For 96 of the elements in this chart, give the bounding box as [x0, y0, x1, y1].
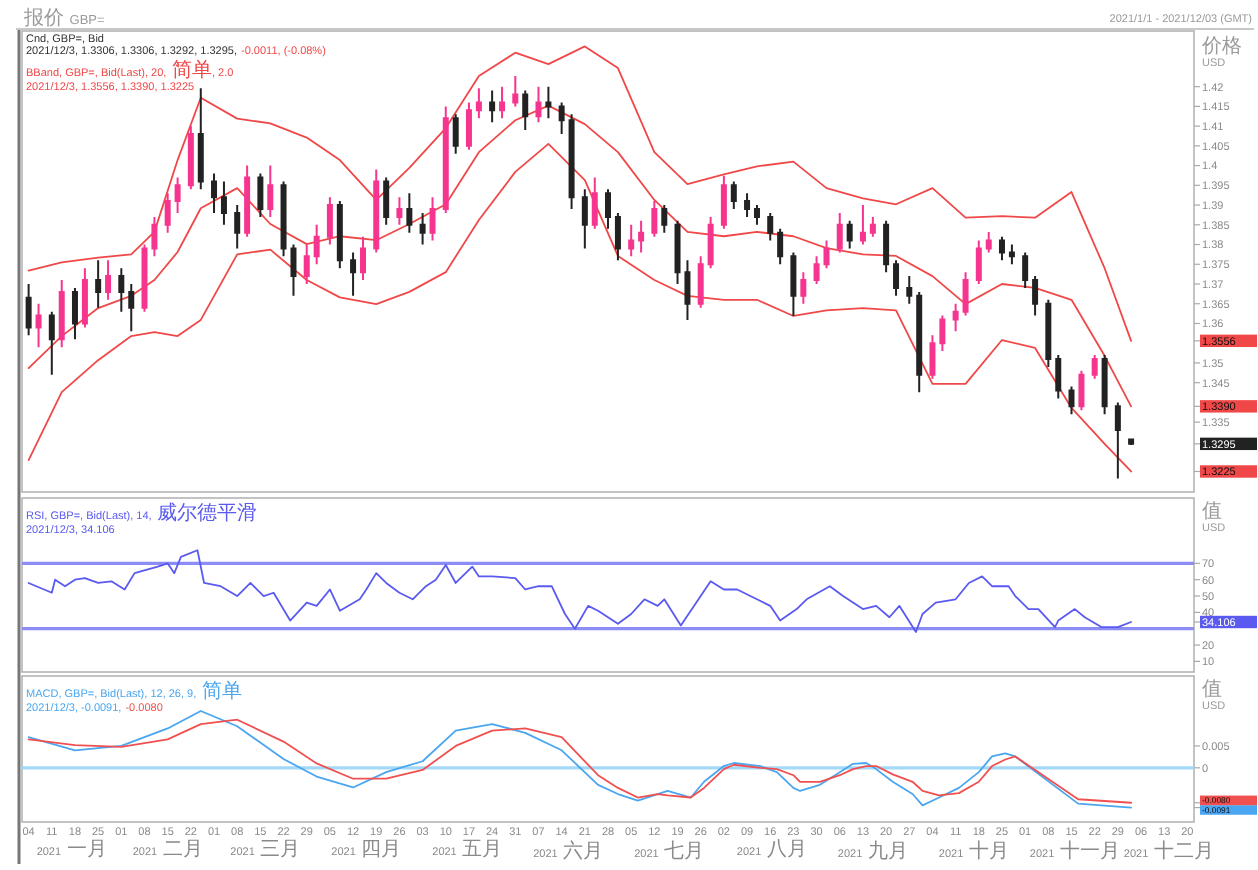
candlestick: [465, 101, 472, 151]
candlestick: [1022, 251, 1029, 289]
candlestick: [707, 215, 714, 270]
candlestick: [71, 286, 78, 341]
candlestick: [869, 215, 876, 238]
candlestick: [1114, 401, 1121, 480]
candlestick: [406, 192, 413, 234]
candlestick: [313, 223, 320, 266]
candlestick: [1128, 438, 1135, 447]
candlestick: [813, 255, 820, 285]
candlestick: [151, 215, 158, 258]
candlestick: [383, 176, 390, 226]
candlestick: [512, 74, 519, 108]
candlestick: [846, 219, 853, 250]
candlestick: [1068, 385, 1075, 416]
candlestick: [628, 223, 635, 258]
candlestick: [800, 271, 807, 305]
candlestick: [906, 275, 913, 305]
candlestick: [164, 192, 171, 234]
candlestick: [336, 200, 343, 270]
candlestick: [605, 188, 611, 230]
candlestick: [568, 113, 575, 211]
candlestick: [220, 180, 227, 226]
candlestick: [303, 243, 310, 285]
candlestick: [396, 196, 403, 226]
candlestick: [985, 230, 992, 254]
candlestick: [1101, 354, 1108, 416]
candlestick: [545, 85, 552, 120]
candlestick: [81, 267, 88, 329]
candlestick: [720, 174, 727, 230]
candlestick: [591, 176, 598, 230]
candlestick: [141, 243, 148, 313]
candlestick: [767, 211, 774, 242]
candlestick: [118, 267, 125, 313]
candlestick: [1091, 354, 1098, 380]
candlestick: [475, 87, 482, 120]
candlestick: [883, 219, 890, 274]
candlestick: [929, 334, 936, 380]
candlestick: [211, 172, 218, 214]
line-series: [27, 549, 1132, 633]
candlestick: [373, 168, 380, 254]
candlestick: [651, 200, 658, 238]
candlestick: [581, 188, 588, 250]
candlestick: [975, 239, 982, 285]
candlestick: [174, 176, 181, 214]
candlestick: [187, 125, 194, 191]
candlestick: [939, 314, 946, 353]
candlestick: [744, 192, 751, 218]
candlestick: [58, 279, 65, 349]
candlestick: [614, 211, 621, 262]
candlestick: [522, 89, 529, 132]
candlestick: [267, 164, 274, 218]
candlestick: [489, 89, 496, 124]
candlestick: [1055, 354, 1062, 400]
candlestick: [128, 283, 135, 333]
candlestick: [95, 259, 102, 309]
candlestick: [197, 87, 204, 191]
candlestick: [859, 204, 866, 246]
candlestick: [257, 172, 264, 218]
candlestick: [48, 310, 55, 376]
candlestick: [350, 251, 357, 297]
candlestick: [836, 211, 843, 254]
candlestick: [790, 251, 797, 317]
candlestick: [916, 290, 923, 394]
candlestick: [753, 204, 760, 226]
candlestick: [893, 259, 900, 297]
line-series: [27, 104, 1132, 408]
candlestick: [326, 196, 333, 246]
candlestick: [998, 235, 1005, 262]
candlestick: [535, 85, 542, 124]
candlestick: [442, 105, 449, 214]
candlestick: [1078, 369, 1085, 412]
candlestick: [360, 235, 367, 282]
candlestick: [1045, 298, 1052, 368]
candlestick: [25, 283, 32, 337]
candlestick: [823, 239, 830, 270]
candlestick: [35, 302, 42, 349]
line-series: [27, 45, 1132, 342]
candlestick: [558, 101, 565, 136]
line-series: [27, 142, 1132, 473]
candlestick: [962, 271, 969, 317]
candlestick: [1032, 275, 1039, 317]
candlestick: [419, 211, 426, 246]
candlestick: [1008, 243, 1015, 266]
candlestick: [452, 113, 459, 155]
candlestick: [638, 219, 645, 254]
candlestick: [429, 196, 436, 242]
candlestick: [499, 85, 506, 120]
candlestick: [697, 255, 704, 309]
candlestick: [777, 227, 784, 266]
candlestick: [730, 180, 737, 211]
candlestick: [661, 204, 668, 234]
candlestick: [952, 302, 959, 333]
candlestick: [244, 164, 251, 238]
candlestick: [234, 204, 241, 250]
candlestick: [105, 259, 112, 301]
